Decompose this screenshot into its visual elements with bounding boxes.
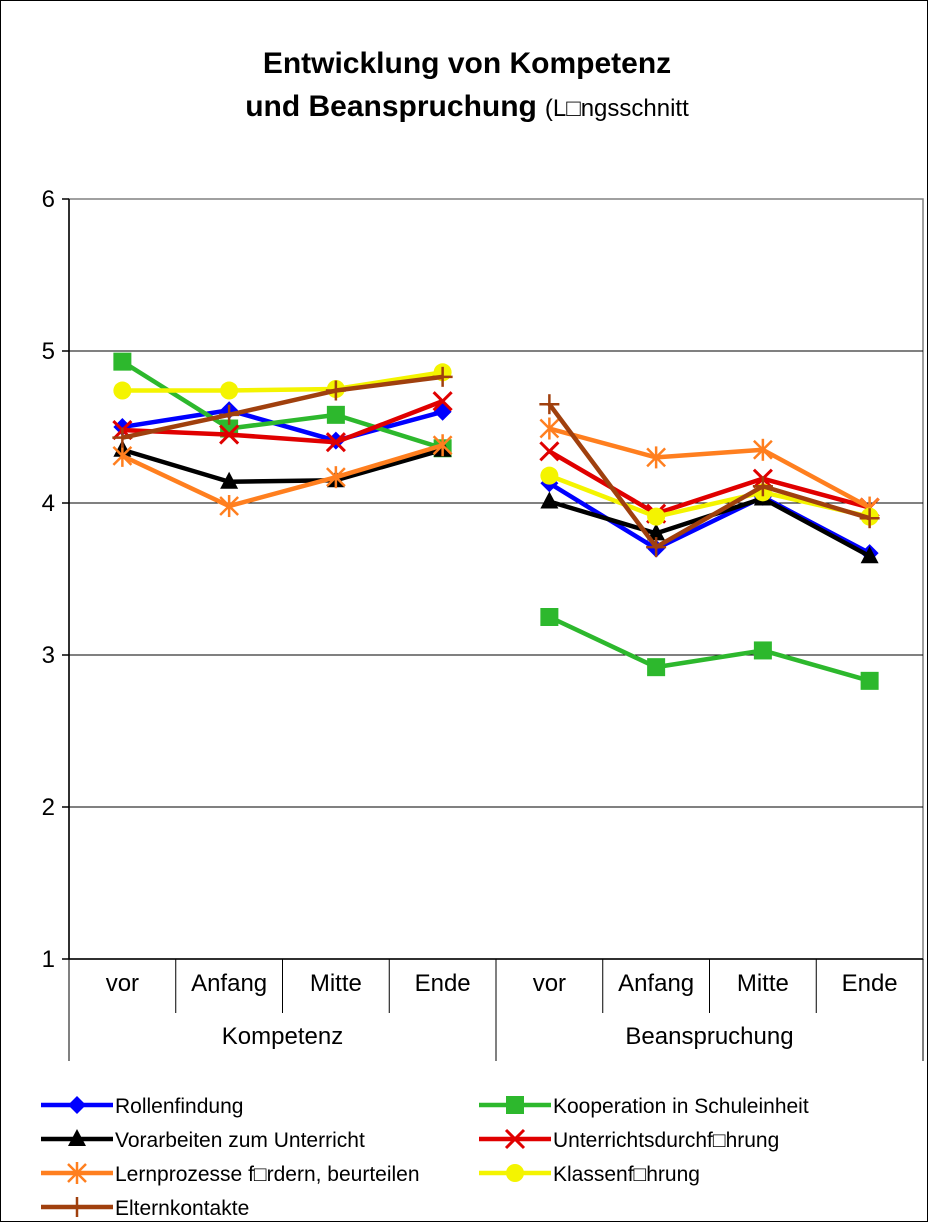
plot-area: 1 2 3 4 5 6 vor Anfang Mitte Ende Kompetenz vor Anfa… bbox=[42, 186, 924, 1061]
series-7-point-beanspruchung-3 bbox=[752, 476, 773, 497]
series-6-point-beanspruchung-1 bbox=[540, 466, 559, 485]
legend-entry-6-marker bbox=[506, 1164, 524, 1182]
y-tick-label-6: 6 bbox=[42, 186, 55, 213]
series-5-point-kompetenz-2 bbox=[219, 495, 240, 518]
series-2-point-kompetenz-3 bbox=[326, 405, 345, 424]
series-2-line-kompetenz bbox=[121, 359, 444, 451]
series-4-point-kompetenz-3 bbox=[325, 432, 346, 453]
series-4-line-beanspruchung bbox=[548, 449, 871, 516]
series-7-point-kompetenz-3 bbox=[325, 380, 346, 401]
series-7-point-kompetenz-1 bbox=[112, 427, 133, 448]
series-3-line-kompetenz bbox=[121, 447, 444, 484]
x-tick-label-kompetenz-mitte: Mitte bbox=[310, 970, 362, 997]
series-2-point-beanspruchung-2 bbox=[647, 658, 666, 677]
series-6-point-kompetenz-2 bbox=[220, 381, 239, 400]
series-4-point-kompetenz-4 bbox=[432, 391, 453, 412]
series-3-point-kompetenz-2 bbox=[220, 471, 239, 489]
legend: Rollenfindung Kooperation in Schuleinheit… bbox=[41, 1095, 809, 1220]
legend-entry-5-marker bbox=[67, 1162, 87, 1184]
series-4-point-kompetenz-2 bbox=[219, 424, 240, 445]
plot-border bbox=[68, 198, 924, 960]
chart-title-line-2: und Beanspruchung (L□ngsschnitt bbox=[245, 90, 689, 123]
series-5-line-beanspruchung bbox=[548, 426, 871, 510]
x-tick-label-kompetenz-vor: vor bbox=[106, 970, 139, 997]
series-2-point-beanspruchung-4 bbox=[860, 671, 879, 690]
series-6-point-kompetenz-1 bbox=[113, 381, 132, 400]
series-5-point-beanspruchung-2 bbox=[646, 446, 667, 469]
x-tick-label-kompetenz-ende: Ende bbox=[415, 970, 471, 997]
series-7-point-beanspruchung-1 bbox=[539, 394, 560, 415]
series-7-point-kompetenz-2 bbox=[219, 404, 240, 425]
legend-entry-7-label: Elternkontakte bbox=[115, 1197, 249, 1220]
x-group-label-beanspruchung: Beanspruchung bbox=[625, 1023, 793, 1050]
series-7-point-beanspruchung-4 bbox=[859, 508, 880, 529]
series-3-point-beanspruchung-1 bbox=[540, 491, 559, 509]
chart-title-line-2-bold: und Beanspruchung bbox=[245, 90, 537, 123]
series-4-line-kompetenz bbox=[122, 399, 444, 445]
series-4-point-beanspruchung-1 bbox=[539, 441, 560, 462]
series-2-point-kompetenz-1 bbox=[113, 352, 132, 371]
series-2-line-beanspruchung bbox=[548, 614, 871, 684]
series-2-point-beanspruchung-3 bbox=[753, 641, 772, 660]
series-5-point-kompetenz-4 bbox=[432, 434, 453, 457]
series-6-point-beanspruchung-2 bbox=[647, 507, 666, 526]
series-5-point-kompetenz-3 bbox=[325, 466, 346, 489]
legend-entry-4-marker bbox=[504, 1128, 526, 1150]
series-5-point-beanspruchung-3 bbox=[752, 438, 773, 461]
series-6-line-kompetenz bbox=[122, 370, 443, 393]
series-2-point-beanspruchung-1 bbox=[540, 608, 559, 626]
series-5-point-kompetenz-1 bbox=[112, 444, 133, 467]
x-tick-label-kompetenz-anfang: Anfang bbox=[191, 970, 267, 997]
legend-entry-7-marker bbox=[67, 1197, 87, 1217]
legend-entry-2-label: Kooperation in Schuleinheit bbox=[553, 1095, 809, 1118]
x-group-label-kompetenz: Kompetenz bbox=[222, 1023, 343, 1050]
series-3-point-beanspruchung-4 bbox=[860, 546, 879, 564]
series-1-line-kompetenz bbox=[122, 408, 444, 443]
series-7-line-kompetenz bbox=[121, 374, 443, 440]
legend-entry-4-label: Unterrichtsdurchf□hrung bbox=[553, 1129, 779, 1152]
series-7-point-beanspruchung-2 bbox=[646, 537, 667, 558]
series-7-point-kompetenz-4 bbox=[432, 366, 453, 387]
x-tick-label-beanspruchung-mitte: Mitte bbox=[737, 970, 789, 997]
y-tick-label-2: 2 bbox=[42, 794, 55, 821]
legend-entry-5-label: Lernprozesse f□rdern, beurteilen bbox=[115, 1163, 420, 1186]
series-3-point-beanspruchung-2 bbox=[647, 523, 666, 541]
legend-entry-6-label: Klassenf□hrung bbox=[553, 1163, 700, 1186]
series-5-point-beanspruchung-1 bbox=[539, 417, 560, 440]
legend-entry-3-label: Vorarbeiten zum Unterricht bbox=[115, 1129, 365, 1152]
y-tick-label-3: 3 bbox=[42, 642, 55, 669]
series-5-line-kompetenz bbox=[121, 443, 444, 509]
x-tick-label-beanspruchung-ende: Ende bbox=[842, 970, 898, 997]
y-tick-label-5: 5 bbox=[42, 338, 55, 365]
y-tick-label-4: 4 bbox=[42, 490, 55, 517]
legend-entry-3-marker bbox=[68, 1129, 86, 1146]
chart-title-line-1: Entwicklung von Kompetenz bbox=[263, 47, 671, 80]
legend-entry-1-label: Rollenfindung bbox=[115, 1095, 243, 1118]
y-tick-label-1: 1 bbox=[42, 946, 55, 973]
series-7-line-beanspruchung bbox=[547, 402, 871, 550]
x-tick-label-beanspruchung-anfang: Anfang bbox=[618, 970, 694, 997]
x-tick-label-beanspruchung-vor: vor bbox=[533, 970, 566, 997]
legend-entry-1-marker bbox=[68, 1096, 86, 1114]
chart-title-line-2-note: (L□ngsschnitt bbox=[545, 95, 689, 122]
legend-entry-2-marker bbox=[506, 1096, 524, 1114]
